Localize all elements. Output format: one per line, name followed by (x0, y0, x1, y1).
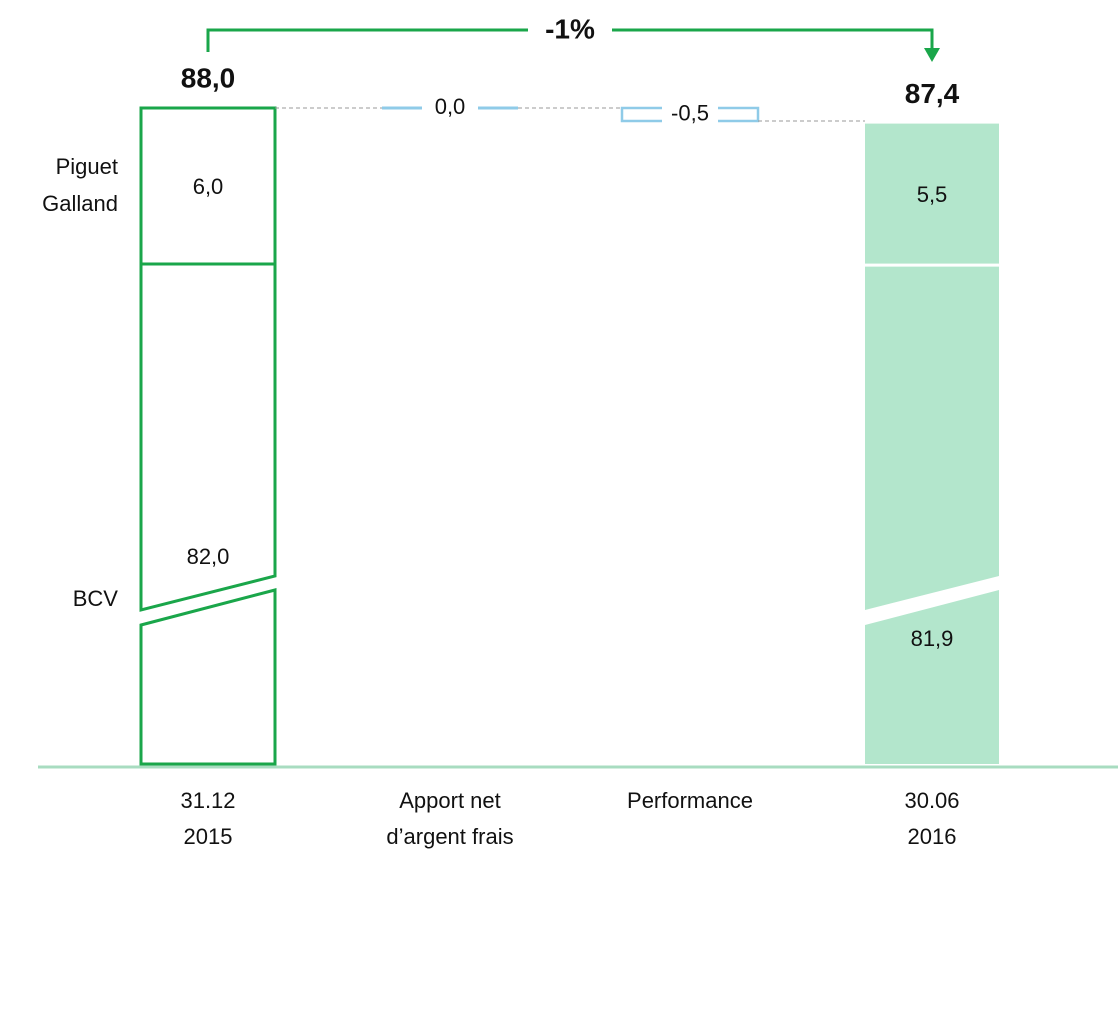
x-tick-label: 30.06 (904, 788, 959, 813)
label-bg (662, 96, 718, 133)
bar-segment (865, 123, 999, 264)
series-name: Piguet (56, 154, 118, 179)
x-tick-label: 31.12 (180, 788, 235, 813)
value-label: 82,0 (187, 544, 230, 569)
change-label: -0,5 (671, 100, 709, 125)
value-label: 5,5 (917, 182, 948, 207)
change-label: 0,0 (435, 94, 466, 119)
series-name: BCV (73, 586, 119, 611)
x-tick-label: Apport net (399, 788, 501, 813)
bar-segment-broken (139, 588, 277, 766)
value-label: 6,0 (193, 174, 224, 199)
value-label: 81,9 (911, 626, 954, 651)
bar-segment (865, 266, 999, 610)
annotation-arrow (206, 28, 934, 52)
x-tick-label: 2015 (184, 824, 233, 849)
arrow-head (924, 48, 940, 62)
x-tick-label: d’argent frais (386, 824, 513, 849)
x-tick-label: 2016 (908, 824, 957, 849)
total-label: 87,4 (905, 78, 960, 109)
x-tick-label: Performance (627, 788, 753, 813)
series-name: Galland (42, 191, 118, 216)
bar-segment-broken (865, 590, 999, 764)
bar-segment (139, 262, 277, 612)
annotation: -1% (545, 13, 595, 44)
total-label: 88,0 (181, 62, 236, 93)
label-bg (422, 96, 478, 120)
